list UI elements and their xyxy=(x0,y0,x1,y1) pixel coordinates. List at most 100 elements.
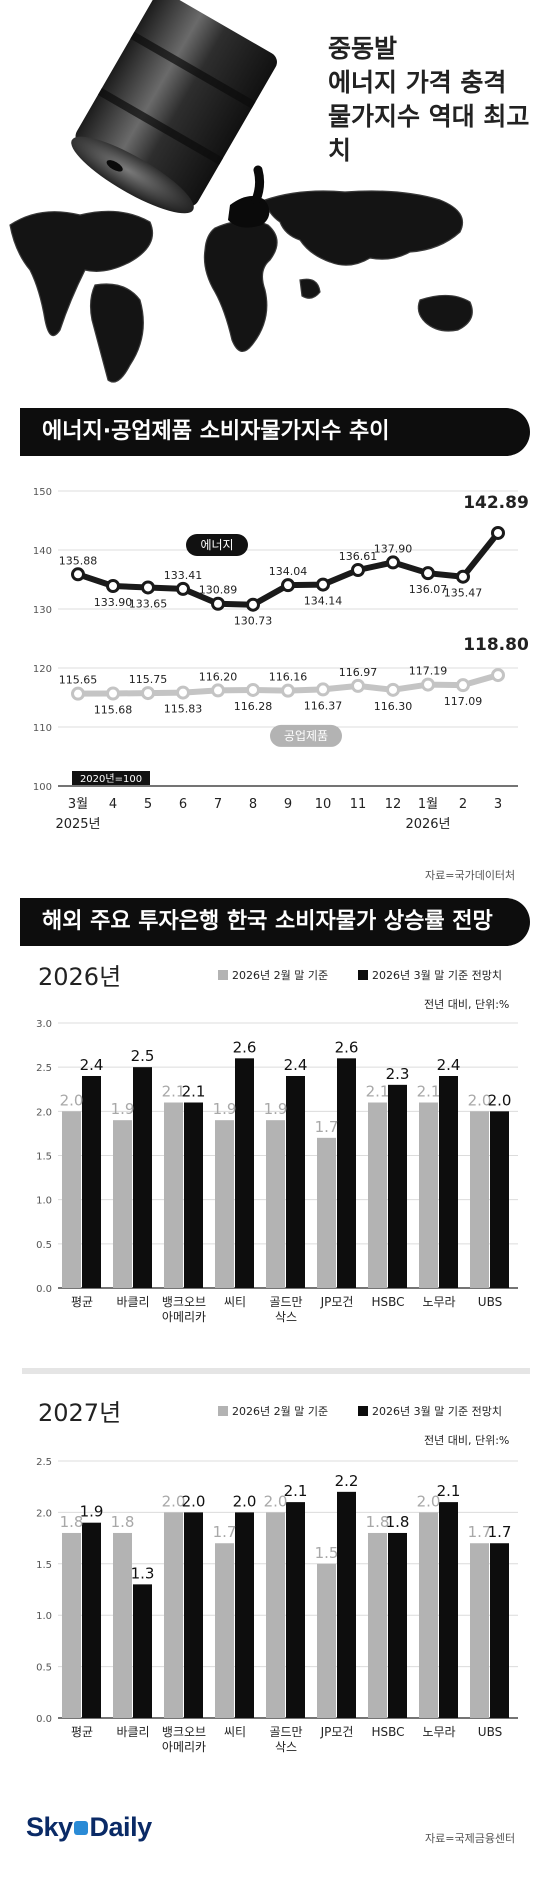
bar-mar xyxy=(184,1512,203,1718)
bar-label-mar: 2.0 xyxy=(182,1492,206,1510)
bar-label-mar: 2.3 xyxy=(386,1065,410,1083)
bar-feb xyxy=(368,1532,387,1718)
data-point xyxy=(141,580,155,595)
legend-swatch-gray xyxy=(218,970,228,980)
bar-mar xyxy=(82,1076,101,1288)
y-tick-label: 1.5 xyxy=(36,1152,52,1163)
data-label: 115.65 xyxy=(59,674,98,687)
category-label: 삭스 xyxy=(275,1740,297,1754)
y-tick-label: 0.0 xyxy=(36,1284,52,1295)
y-tick-label: 120 xyxy=(33,664,52,675)
headline-line-1: 중동발 xyxy=(328,34,398,63)
category-label: 골드만 xyxy=(269,1295,302,1309)
bar-label-feb: 2.1 xyxy=(417,1083,441,1101)
bar-feb xyxy=(62,1532,81,1718)
bar-feb xyxy=(419,1102,438,1288)
category-label: 노무라 xyxy=(422,1725,455,1739)
data-label: 115.68 xyxy=(94,703,133,716)
logo-mark-icon xyxy=(73,1821,88,1835)
series-tag-industry: 공업제품 xyxy=(284,729,328,743)
bar-feb xyxy=(317,1137,336,1288)
y-tick-label: 1.0 xyxy=(36,1611,52,1622)
bar-label-feb: 2.0 xyxy=(60,1091,84,1109)
category-label: 바클리 xyxy=(116,1725,149,1739)
bar-feb xyxy=(317,1563,336,1718)
year-label: 2025년 xyxy=(55,817,100,832)
legend-swatch-gray xyxy=(218,1406,228,1416)
y-tick-label: 0.5 xyxy=(36,1240,52,1251)
legend-feb-2026-chart: 2026년 2월 말 기준 xyxy=(218,967,328,983)
x-tick-label: 11 xyxy=(350,797,367,812)
data-label: 116.30 xyxy=(374,700,413,713)
series-tag-energy: 에너지 xyxy=(200,538,233,552)
data-label: 135.47 xyxy=(444,587,483,600)
data-point xyxy=(386,555,400,570)
legend-label-mar: 2026년 3월 말 기준 전망치 xyxy=(372,969,502,982)
bar-feb xyxy=(470,1111,489,1288)
bar-label-mar: 2.4 xyxy=(437,1056,461,1074)
chart-title-2026: 2026년 xyxy=(38,963,122,991)
cpi-line-chart: 100 110 120 130 140 150 2020년=100 3월 4 5 6 7 8 9 10 11 1… xyxy=(33,487,529,832)
data-point xyxy=(246,682,260,697)
bar-mar xyxy=(490,1543,509,1718)
legend-mar-2027-chart: 2026년 3월 말 기준 전망치 xyxy=(358,1403,502,1419)
unit-note-2026: 전년 대비, 단위:% xyxy=(424,998,510,1011)
bar-label-feb: 1.7 xyxy=(468,1523,492,1541)
bar-feb xyxy=(419,1512,438,1718)
hero-illustration: 중동발 에너지 가격 충격 물가지수 역대 최고치 xyxy=(0,0,550,395)
data-label: 136.07 xyxy=(409,583,448,596)
bar-mar xyxy=(235,1512,254,1718)
category-label: 삭스 xyxy=(275,1310,297,1324)
bar-mar xyxy=(337,1058,356,1288)
y-tick-label: 2.0 xyxy=(36,1107,52,1118)
bar-label-feb: 1.8 xyxy=(111,1513,135,1531)
bar-label-mar: 2.6 xyxy=(335,1038,359,1056)
bar-label-feb: 2.1 xyxy=(366,1083,390,1101)
bar-feb xyxy=(164,1102,183,1288)
x-tick-label: 3월 xyxy=(68,797,88,812)
data-label: 116.97 xyxy=(339,666,378,679)
data-label: 116.37 xyxy=(304,699,343,712)
bar-mar xyxy=(82,1522,101,1718)
data-label: 134.04 xyxy=(269,565,308,578)
data-label: 117.19 xyxy=(409,665,448,678)
category-label: 뱅크오브 xyxy=(162,1725,206,1739)
y-tick-label: 0.0 xyxy=(36,1714,52,1725)
data-label: 115.83 xyxy=(164,703,203,716)
bar-label-mar: 1.3 xyxy=(131,1564,155,1582)
bar-feb xyxy=(470,1543,489,1718)
y-tick-label: 2.5 xyxy=(36,1457,52,1468)
logo-sky: Sky xyxy=(26,1812,73,1842)
bar-chart-2026: 0.0 0.5 1.0 1.5 2.0 2.5 3.0 2.0 2.4 평균 1.9 2.5 바클리 2.… xyxy=(36,1019,518,1324)
data-point xyxy=(71,567,85,582)
bar-mar xyxy=(286,1076,305,1288)
bar-mar xyxy=(235,1058,254,1288)
bar-feb xyxy=(368,1102,387,1288)
data-point xyxy=(316,577,330,592)
data-label: 136.61 xyxy=(339,550,378,563)
bar-label-mar: 2.4 xyxy=(284,1056,308,1074)
bar-mar xyxy=(286,1502,305,1718)
headline: 중동발 에너지 가격 충격 물가지수 역대 최고치 xyxy=(328,32,550,168)
x-tick-label: 7 xyxy=(214,797,222,812)
x-tick-label: 10 xyxy=(315,797,332,812)
bar-label-mar: 2.1 xyxy=(437,1482,461,1500)
y-tick-label: 130 xyxy=(33,605,52,616)
data-label: 137.90 xyxy=(374,542,413,555)
legend-feb-2027-chart: 2026년 2월 말 기준 xyxy=(218,1403,328,1419)
x-tick-label: 8 xyxy=(249,797,257,812)
bar-label-feb: 2.0 xyxy=(417,1492,441,1510)
category-label: 바클리 xyxy=(116,1295,149,1309)
category-label: 뱅크오브 xyxy=(162,1295,206,1309)
source-note-2: 자료=국제금융센터 xyxy=(425,1832,516,1845)
bar-feb xyxy=(113,1532,132,1718)
category-label: 아메리카 xyxy=(162,1740,206,1754)
data-label: 142.89 xyxy=(463,493,529,513)
y-tick-label: 140 xyxy=(33,546,52,557)
bar-mar xyxy=(388,1532,407,1718)
bar-label-feb: 1.8 xyxy=(60,1513,84,1531)
data-point xyxy=(176,581,190,596)
category-label: 씨티 xyxy=(224,1295,246,1309)
bar-feb xyxy=(215,1120,234,1288)
category-label: 평균 xyxy=(71,1725,93,1739)
